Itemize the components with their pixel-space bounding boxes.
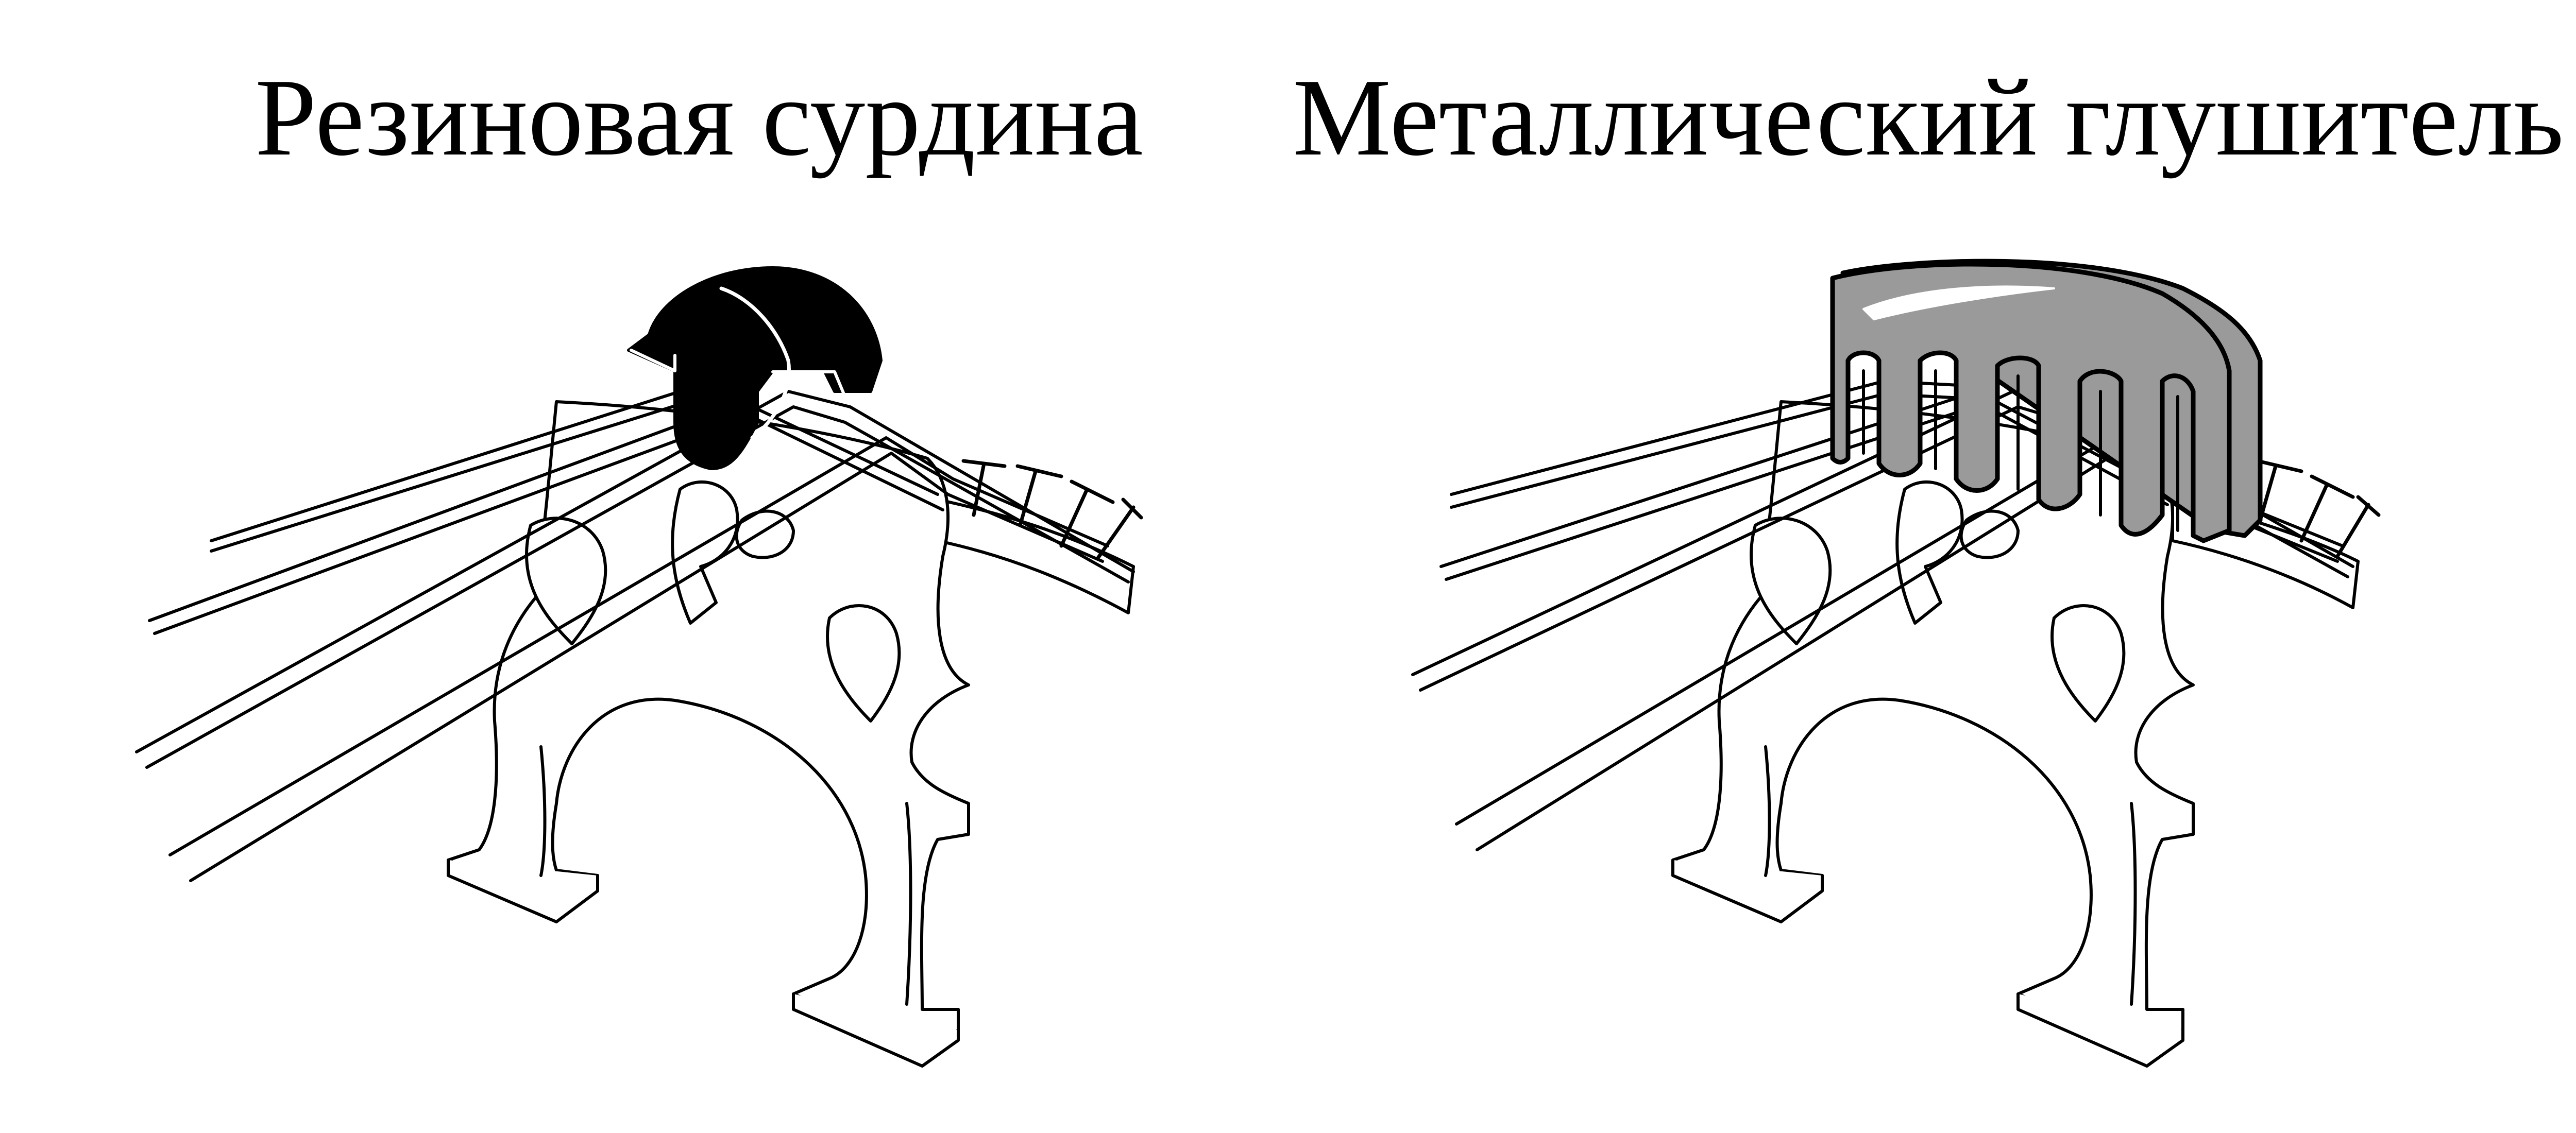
cello-bridge — [1671, 400, 2195, 1068]
cello-bridge-illustration — [1411, 259, 2381, 1068]
metal-mute-caption: Металлический глушитель — [1293, 56, 2564, 179]
metal-mute-icon — [1830, 259, 2263, 543]
rubber-mute-icon — [627, 266, 883, 470]
tailpiece — [936, 498, 1135, 614]
rubber-mute-figure: Резиновая сурдина — [135, 56, 1143, 1068]
cello-bridge-illustration — [135, 266, 1143, 1068]
cello-bridge — [447, 400, 970, 1068]
fine-tuner-icon — [961, 459, 1143, 561]
metal-mute-figure: Металлический глушитель — [1293, 0, 2576, 1133]
rubber-mute-caption: Резиновая сурдина — [255, 56, 1143, 179]
